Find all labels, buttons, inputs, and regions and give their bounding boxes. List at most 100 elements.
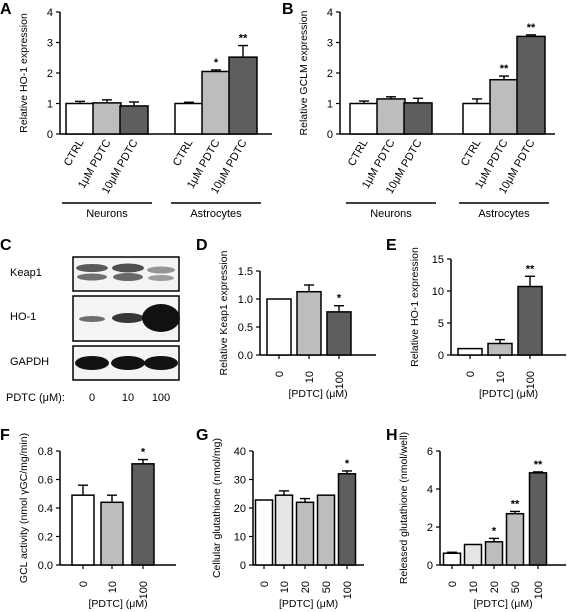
y-axis-label: Cellular glutathione (nmol/mg)	[211, 438, 223, 578]
x-tick-label: 100	[342, 581, 354, 599]
panel-label-c: C	[0, 237, 12, 254]
x-tick-label: 10	[304, 371, 316, 383]
y-tick-label: 0.6	[38, 475, 53, 487]
x-tick-label: 100	[138, 581, 150, 599]
bar	[349, 102, 379, 135]
x-tick-label: 10	[279, 581, 291, 593]
y-tick-label: 10	[234, 532, 246, 544]
blot-row-label-keap1: Keap1	[10, 267, 42, 279]
significance-marker: **	[527, 22, 536, 34]
bar	[457, 347, 483, 356]
y-tick-label: 15	[432, 254, 444, 266]
blot-strip-keap1	[72, 256, 180, 292]
bar	[463, 543, 483, 566]
chart-panel-h: H 0 2 4 6 Released glutathione (nmol/well) 0 10…	[386, 427, 566, 610]
bar	[442, 552, 462, 566]
group-label: Astrocytes	[190, 208, 242, 220]
y-tick-label: 0.8	[38, 446, 53, 458]
y-tick-label: 0	[427, 560, 433, 572]
y-tick-label: 2	[327, 68, 333, 80]
x-tick-label: 0	[447, 581, 459, 587]
x-tick-label: 100	[525, 371, 537, 389]
y-tick-label: 3	[327, 38, 333, 50]
y-axis-label: Relative Keap1 expression	[218, 250, 230, 375]
bar	[376, 98, 406, 135]
y-tick-label: 2	[47, 68, 53, 80]
bar	[296, 290, 322, 356]
bar	[528, 472, 548, 566]
y-axis-label: Relative HO-1 expression	[18, 13, 30, 133]
x-tick-label: 20	[300, 581, 312, 593]
y-tick-label: 1.0	[238, 294, 253, 306]
significance-marker: *	[492, 525, 497, 537]
x-tick-label: 50	[510, 581, 522, 593]
x-axis-label: [PDTC] (μM)	[288, 388, 347, 400]
panel-label: B	[282, 1, 294, 18]
significance-marker: **	[534, 459, 543, 471]
x-tick-label: 50	[321, 581, 333, 593]
y-tick-label: 0.0	[238, 350, 253, 362]
blot-strip-ho1	[72, 295, 180, 342]
western-blot-panel: C Keap1 HO-1 GAPDH PDTC (μM): 0 10 1	[0, 237, 180, 404]
x-tick-label: CTRL	[459, 138, 484, 169]
chart-panel-g: G 0 10 20 30 40 Cellular glutathione (nmol/mg)…	[196, 427, 364, 610]
x-tick-label: 10	[468, 581, 480, 593]
x-tick-label: 100	[533, 581, 545, 599]
bar	[337, 473, 357, 566]
bar	[516, 35, 546, 135]
bar	[326, 311, 352, 356]
bar	[517, 285, 543, 356]
bar	[505, 512, 525, 566]
y-tick-label: 30	[234, 475, 246, 487]
significance-marker: *	[345, 458, 350, 470]
y-tick-label: 4	[47, 7, 53, 19]
y-tick-label: 0.2	[38, 532, 53, 544]
y-tick-label: 0	[47, 129, 53, 141]
y-tick-label: 20	[234, 503, 246, 515]
x-tick-label: 100	[334, 371, 346, 389]
bar	[92, 102, 122, 135]
chart-panel-f: F 0.0 0.2 0.4 0.6 0.8 GCL activity (nmol γGC/m…	[0, 427, 176, 610]
y-tick-label: 1	[327, 99, 333, 111]
x-axis-label: [PDTC] (μM)	[279, 598, 338, 610]
bar	[316, 494, 336, 566]
chart-panel-e: E 0 5 10 15 Relative HO-1 expression 0 10 ** 100[…	[386, 237, 566, 400]
y-tick-label: 0	[240, 560, 246, 572]
x-tick-label: 0	[78, 581, 90, 587]
group-label: Neurons	[370, 208, 412, 220]
y-tick-label: 0.4	[38, 503, 53, 515]
x-tick-label: CTRL	[62, 138, 87, 169]
bar	[119, 105, 149, 135]
bar	[487, 342, 513, 356]
blot-strip-gapdh	[72, 345, 180, 381]
panel-label: D	[196, 237, 208, 254]
blot-row-label-ho1: HO-1	[10, 311, 36, 323]
y-tick-label: 10	[432, 286, 444, 298]
group-label: Neurons	[86, 208, 128, 220]
bar	[174, 102, 204, 135]
y-axis-label: Relative HO-1 expression	[409, 247, 421, 367]
panel-label: A	[0, 1, 12, 18]
x-tick-label: CTRL	[171, 138, 196, 169]
x-tick-label: CTRL	[346, 138, 371, 169]
bar	[403, 102, 433, 135]
bar	[274, 494, 294, 566]
significance-marker: **	[526, 263, 535, 275]
bar	[131, 463, 155, 566]
x-tick-label: 0	[465, 371, 477, 377]
panel-label: F	[0, 427, 10, 444]
x-tick-label: 10	[495, 371, 507, 383]
bar	[228, 56, 258, 135]
y-axis-label: Relative GCLM expression	[298, 10, 310, 135]
panel-label: G	[196, 427, 208, 444]
y-tick-label: 40	[234, 446, 246, 458]
x-tick-label: 10	[107, 581, 119, 593]
blot-lane-label: 100	[152, 392, 170, 404]
y-tick-label: 0	[327, 129, 333, 141]
y-tick-label: 4	[327, 7, 333, 19]
chart-panel-d: D 0.0 0.5 1.0 1.5 Relative Keap1 expression 0 1…	[196, 237, 376, 400]
x-axis-label: [PDTC] (μM)	[473, 598, 532, 610]
x-tick-label: 20	[489, 581, 501, 593]
